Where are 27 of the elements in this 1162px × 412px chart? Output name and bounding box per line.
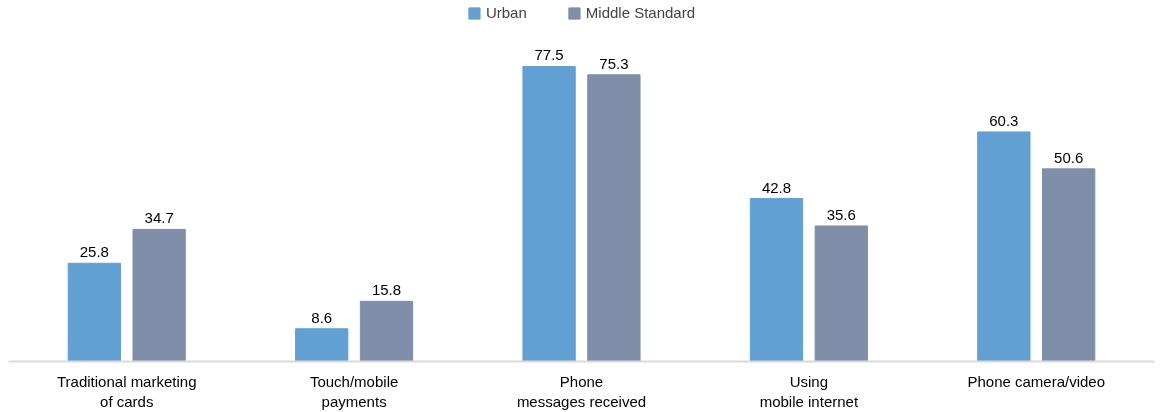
data-label: 8.6: [311, 308, 333, 326]
data-label: 75.3: [599, 54, 629, 72]
bar: [295, 328, 349, 362]
data-label: 15.8: [371, 281, 402, 299]
data-label: 25.8: [79, 243, 109, 261]
data-label: 35.6: [826, 205, 856, 223]
x-tick-label: Using mobile internet: [759, 372, 859, 410]
bar: [977, 131, 1031, 362]
data-label: 34.7: [144, 209, 174, 227]
bar: [814, 225, 868, 362]
x-tick-label: Phone messages received: [516, 372, 647, 410]
x-tick-label: Traditional marketing of cards: [56, 372, 197, 410]
bar: [67, 262, 121, 362]
data-label: 60.3: [989, 111, 1019, 129]
legend-label: Urban: [485, 4, 527, 21]
bar: [749, 198, 804, 362]
bar: [1042, 168, 1096, 362]
bar: [522, 65, 576, 362]
legend-label: Middle Standard: [585, 4, 696, 21]
bar: [132, 228, 186, 362]
x-tick-label: Touch/mobile payments: [309, 372, 399, 410]
data-label: 42.8: [761, 178, 792, 196]
data-label: 50.6: [1054, 148, 1084, 166]
data-label: 77.5: [534, 46, 564, 64]
x-tick-label: Phone camera/video: [967, 372, 1106, 390]
bar: [359, 300, 414, 362]
bar: [587, 74, 641, 362]
